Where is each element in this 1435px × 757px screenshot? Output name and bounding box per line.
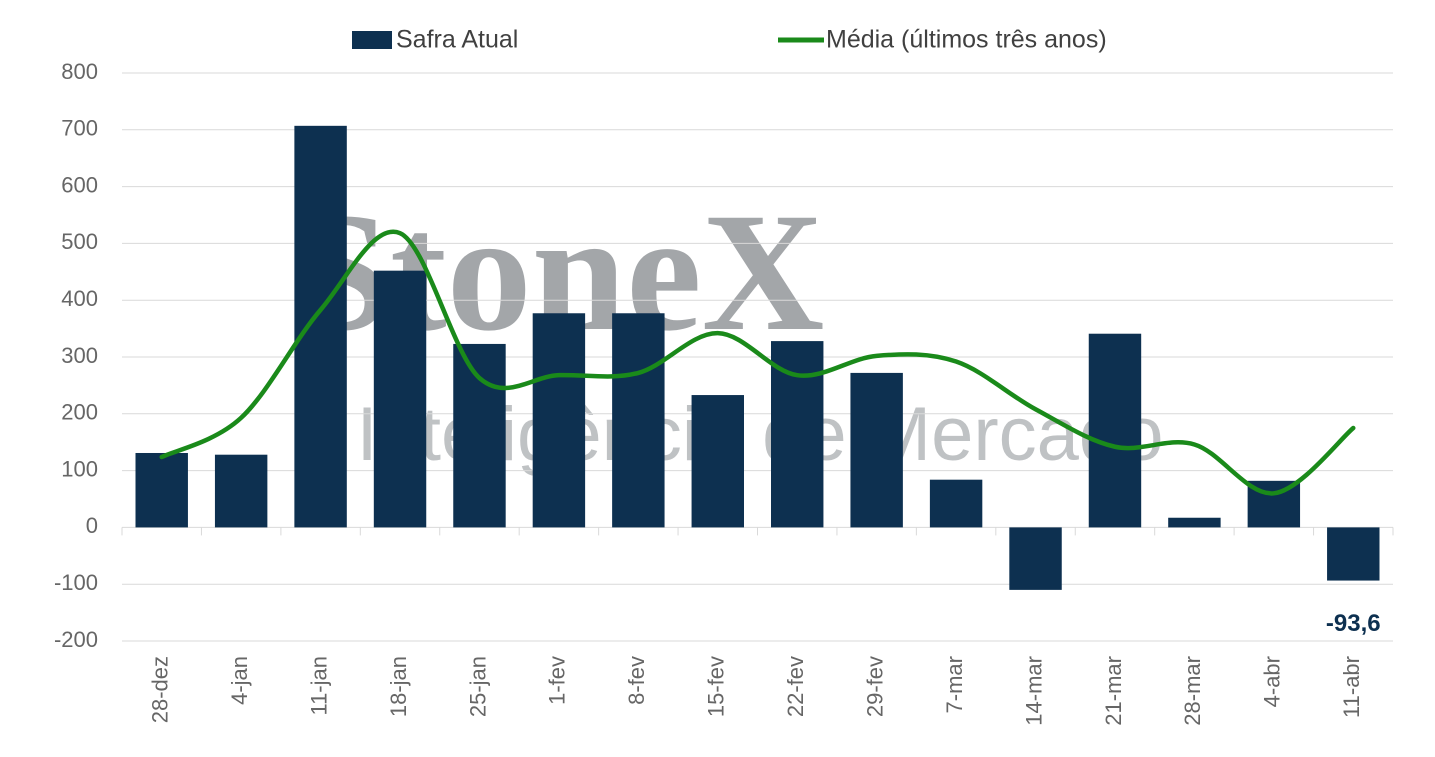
x-tick-label: 18-jan xyxy=(386,656,411,717)
x-tick-label: 8-fev xyxy=(624,656,649,705)
y-tick-label: 600 xyxy=(61,172,98,197)
bar xyxy=(691,395,744,528)
y-tick-label: 0 xyxy=(86,513,98,538)
bar xyxy=(135,452,188,528)
line xyxy=(159,229,1356,496)
x-tick-label: 25-jan xyxy=(465,656,490,717)
bar xyxy=(532,313,586,528)
x-tick-label: 11-abr xyxy=(1339,656,1364,718)
y-tick-label: 800 xyxy=(61,59,98,84)
bar xyxy=(214,454,268,528)
x-tick-label: 4-abr xyxy=(1260,656,1285,707)
x-tick-label: 11-jan xyxy=(306,656,331,716)
x-tick-label: 22-fev xyxy=(783,656,808,717)
bar xyxy=(1168,517,1221,528)
x-tick-label: 1-fev xyxy=(545,656,570,705)
y-tick-label: 100 xyxy=(61,456,98,481)
x-tick-label: 28-mar xyxy=(1180,656,1205,726)
bar xyxy=(294,125,347,528)
legend-label: Safra Atual xyxy=(396,26,518,54)
data-label: -93,6 xyxy=(1326,610,1381,637)
y-tick-label: 200 xyxy=(61,400,98,425)
bar xyxy=(771,341,824,528)
x-tick-label: 14-mar xyxy=(1021,656,1046,726)
y-tick-label: -200 xyxy=(54,627,98,652)
y-tick-label: -100 xyxy=(54,570,98,595)
bar xyxy=(453,343,506,528)
x-tick-label: 29-fev xyxy=(862,656,887,717)
x-tick-label: 7-mar xyxy=(942,656,967,713)
y-tick-label: 300 xyxy=(61,343,98,368)
bar xyxy=(612,313,665,528)
x-tick-label: 15-fev xyxy=(704,656,729,717)
y-tick-label: 400 xyxy=(61,286,98,311)
x-tick-label: 28-dez xyxy=(148,656,173,723)
bar xyxy=(1327,527,1380,581)
y-tick-label: 700 xyxy=(61,116,98,141)
bar xyxy=(1088,333,1142,528)
x-tick-label: 21-mar xyxy=(1101,656,1126,726)
bar xyxy=(929,479,983,528)
legend-label: Média (últimos três anos) xyxy=(826,26,1107,54)
y-tick-label: 500 xyxy=(61,229,98,254)
bar xyxy=(850,372,903,528)
bar xyxy=(373,270,427,528)
bar xyxy=(1009,527,1062,590)
x-tick-label: 4-jan xyxy=(227,656,252,705)
legend-swatch xyxy=(352,31,392,49)
